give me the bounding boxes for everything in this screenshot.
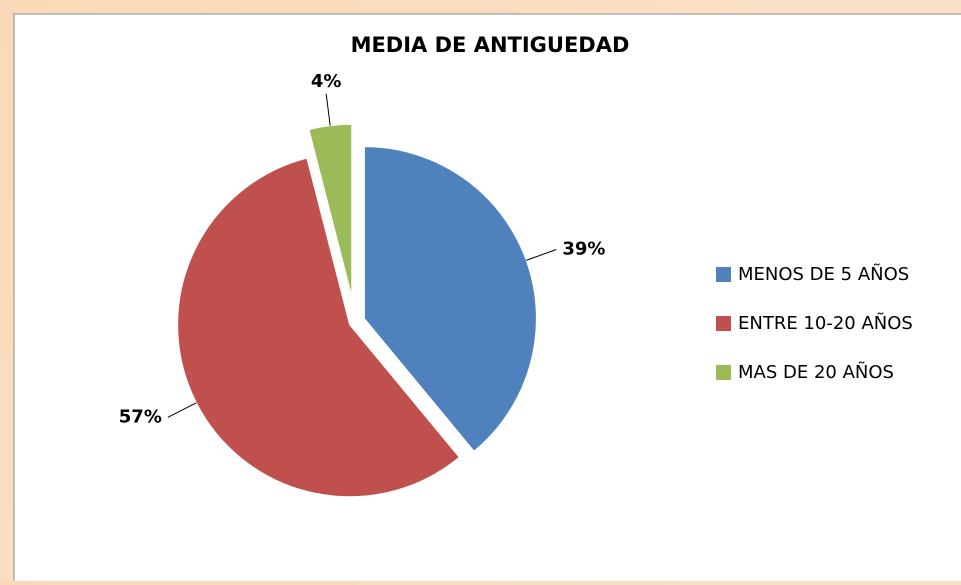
data-label: 4% [311, 71, 342, 92]
legend-label: MENOS DE 5 AÑOS [738, 263, 909, 285]
data-label: 57% [119, 406, 162, 427]
legend-swatch [716, 267, 731, 282]
leader-line [526, 249, 557, 261]
legend-label: ENTRE 10-20 AÑOS [738, 312, 913, 334]
leader-line [325, 93, 331, 126]
legend-label: MAS DE 20 AÑOS [738, 361, 894, 383]
legend-swatch [716, 316, 731, 331]
pie-slice [363, 146, 537, 452]
leader-line [167, 402, 197, 418]
pie-slice [177, 157, 460, 498]
chart-title: MEDIA DE ANTIGUEDAD [351, 33, 630, 57]
pie-slice [308, 123, 353, 297]
data-label: 39% [562, 239, 605, 260]
legend-swatch [716, 365, 731, 380]
